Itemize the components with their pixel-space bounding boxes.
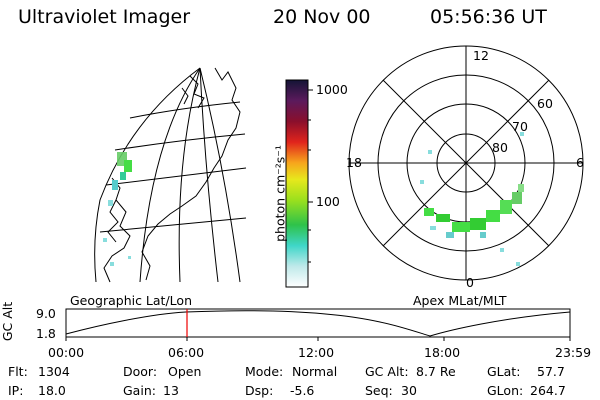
timeline-xtick-1200: 12:00 bbox=[298, 345, 335, 360]
earth-limb bbox=[94, 67, 201, 283]
timeline-ytick-top: 9.0 bbox=[36, 306, 56, 321]
mlat-label-60: 60 bbox=[537, 96, 553, 111]
parallel-line bbox=[99, 217, 247, 233]
glon-label: GLon: bbox=[487, 383, 524, 398]
parallel-line bbox=[129, 101, 241, 119]
mlt-diagonal bbox=[382, 79, 550, 247]
mlt-label-6: 6 bbox=[576, 155, 584, 170]
instrument-title: Ultraviolet Imager bbox=[18, 6, 191, 28]
gain-label: Gain: bbox=[123, 383, 156, 398]
ip-label: IP: bbox=[8, 383, 24, 398]
observation-time: 05:56:36 UT bbox=[430, 6, 547, 28]
altitude-curve bbox=[65, 310, 571, 337]
dsp-value: -5.6 bbox=[290, 383, 315, 398]
coastline bbox=[181, 87, 189, 105]
ip-value: 18.0 bbox=[38, 383, 66, 398]
colorbar-gradient bbox=[285, 79, 309, 288]
door-label: Door: bbox=[123, 364, 158, 379]
mlt-label-0: 0 bbox=[466, 275, 474, 290]
gcalt-value: 8.7 Re bbox=[416, 364, 456, 379]
apex-panel-label: Apex MLat/MLT bbox=[413, 293, 507, 308]
aurora-emission-geo bbox=[103, 152, 132, 266]
timeline-xtick-1800: 18:00 bbox=[424, 345, 461, 360]
coastline bbox=[107, 199, 119, 243]
aurora-emission-polar bbox=[420, 132, 524, 266]
seq-value: 30 bbox=[401, 383, 417, 398]
glat-label: GLat: bbox=[487, 364, 521, 379]
mlat-label-80: 80 bbox=[492, 140, 508, 155]
glon-value: 264.7 bbox=[530, 383, 566, 398]
flt-label: Flt: bbox=[8, 364, 28, 379]
coastline bbox=[189, 75, 205, 109]
flt-value: 1304 bbox=[38, 364, 70, 379]
mlt-label-18: 18 bbox=[346, 155, 362, 170]
meridian-line bbox=[199, 67, 241, 283]
mode-value: Normal bbox=[292, 364, 338, 379]
seq-label: Seq: bbox=[365, 383, 393, 398]
gain-value: 13 bbox=[163, 383, 179, 398]
timeline-ytick-bottom: 1.8 bbox=[36, 326, 56, 341]
geographic-panel-label: Geographic Lat/Lon bbox=[70, 293, 192, 308]
timeline-xtick-0000: 00:00 bbox=[48, 345, 85, 360]
parallel-line bbox=[105, 167, 247, 186]
door-value: Open bbox=[168, 364, 202, 379]
mode-label: Mode: bbox=[245, 364, 284, 379]
mlat-label-70: 70 bbox=[512, 119, 528, 134]
colorbar-tick-1000: 1000 bbox=[316, 82, 348, 97]
dsp-label: Dsp: bbox=[245, 383, 274, 398]
gcalt-label: GC Alt: bbox=[365, 364, 409, 379]
glat-value: 57.7 bbox=[537, 364, 565, 379]
timeline-ylabel: GC Alt bbox=[0, 301, 16, 342]
meridian-line bbox=[178, 67, 201, 283]
colorbar-tick-100: 100 bbox=[316, 194, 340, 209]
observation-date: 20 Nov 00 bbox=[273, 6, 371, 28]
coastline bbox=[141, 67, 241, 281]
timeline-xtick-2359: 23:59 bbox=[555, 345, 592, 360]
mlt-label-12: 12 bbox=[473, 48, 489, 63]
timeline-xtick-0600: 06:00 bbox=[168, 345, 205, 360]
coastline bbox=[103, 177, 131, 283]
